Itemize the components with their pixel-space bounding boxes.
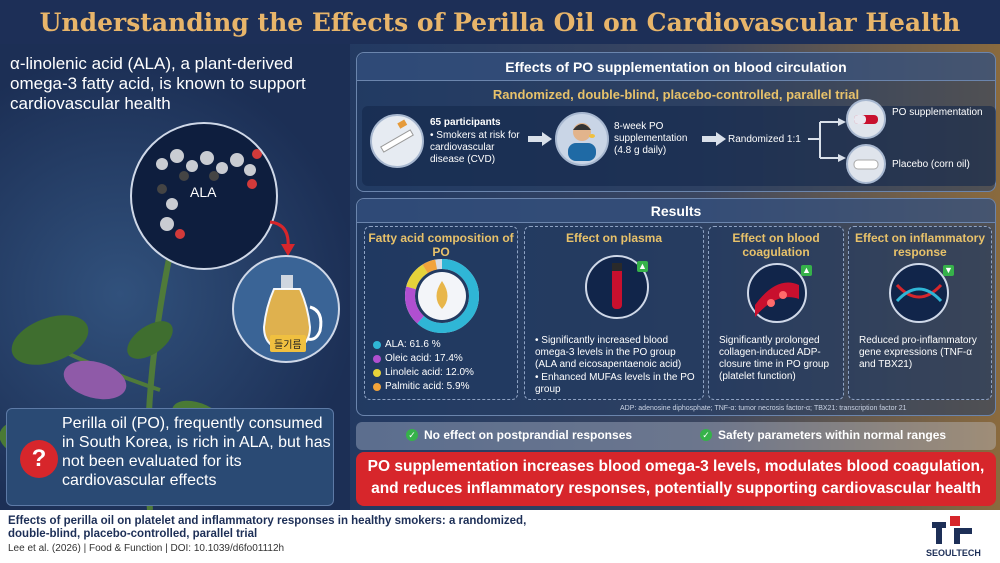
dna-icon bbox=[889, 263, 949, 323]
inflammatory-title: Effect on inflammatory response bbox=[854, 231, 986, 259]
donut-segment-0 bbox=[405, 259, 479, 333]
oil-bottle-icon bbox=[262, 275, 323, 351]
participants-title: 65 participants bbox=[430, 117, 501, 128]
duration-text: 8-week PO supplementation (4.8 g daily) bbox=[614, 121, 688, 156]
legend-palmitic-label: Palmitic acid: 5.9% bbox=[385, 381, 470, 392]
plasma-title: Effect on plasma bbox=[565, 231, 663, 245]
inflammatory-text: Reduced pro-inflammatory gene expression… bbox=[859, 335, 977, 370]
plasma-bullet-1: • Significantly increased blood omega-3 … bbox=[535, 335, 682, 370]
ala-label: ALA bbox=[190, 184, 217, 200]
participants-detail: • Smokers at risk for cardiovascular dis… bbox=[430, 130, 520, 165]
check-icon: ✓ bbox=[406, 429, 418, 441]
logo-text: SEOULTECH bbox=[926, 548, 981, 558]
results-heading: Results bbox=[650, 202, 702, 219]
arm-po-text: PO supplementation bbox=[892, 107, 983, 118]
conclusion-banner: PO supplementation increases blood omega… bbox=[356, 452, 996, 506]
reference-title: Effects of perilla oil on platelet and i… bbox=[8, 515, 527, 540]
po-capsule-icon bbox=[846, 99, 886, 139]
plasma-bullet-2: • Enhanced MUFAs levels in the PO group bbox=[535, 372, 695, 395]
person-supplement-icon bbox=[555, 112, 609, 166]
coagulation-text: Significantly prolonged collagen-induced… bbox=[719, 335, 830, 382]
red-arrow-icon bbox=[269, 220, 295, 256]
fatty-acid-column: Fatty acid composition of PO ALA: 61.6 %… bbox=[364, 226, 518, 400]
legend-palmitic: Palmitic acid: 5.9% bbox=[373, 381, 469, 392]
question-icon: ? bbox=[20, 440, 58, 478]
ala-dot bbox=[373, 340, 381, 349]
results-footnote: ADP: adenosine diphosphate; TNF-α: tumor… bbox=[620, 405, 907, 412]
legend-ala: ALA: 61.6 % bbox=[373, 339, 441, 350]
blood-vessel-icon bbox=[747, 263, 807, 323]
legend-ala-label: ALA: 61.6 % bbox=[385, 339, 441, 350]
palmitic-dot bbox=[373, 382, 381, 391]
arm-placebo-text: Placebo (corn oil) bbox=[892, 159, 970, 170]
oil-drop-icon bbox=[436, 281, 448, 309]
arrow-right-icon bbox=[528, 132, 552, 146]
branch-arrows-icon bbox=[808, 118, 846, 162]
plasma-column: Effect on plasma ▲ • Significantly incre… bbox=[524, 226, 704, 400]
increase-icon: ▲ bbox=[801, 265, 812, 276]
perilla-oil-bottle-circle: 들기름 bbox=[232, 255, 340, 363]
intro-text: α-linolenic acid (ALA), a plant-derived … bbox=[10, 54, 306, 113]
check-icon: ✓ bbox=[700, 429, 712, 441]
linoleic-dot bbox=[373, 368, 381, 377]
fatty-acid-donut bbox=[405, 259, 479, 333]
seoultech-logo-icon bbox=[932, 516, 972, 544]
title-bar: Understanding the Effects of Perilla Oil… bbox=[0, 0, 1000, 44]
arrow-right-icon bbox=[702, 132, 726, 146]
check-item-1: No effect on postprandial responses bbox=[424, 428, 633, 442]
trial-heading-bar: Effects of PO supplementation on blood c… bbox=[357, 53, 995, 81]
coagulation-column: Effect on blood coagulation ▲ Significan… bbox=[708, 226, 844, 400]
trial-heading: Effects of PO supplementation on blood c… bbox=[505, 58, 847, 75]
cigarette-icon bbox=[370, 114, 424, 168]
donut-segment-1 bbox=[405, 259, 479, 333]
legend-oleic: Oleic acid: 17.4% bbox=[373, 353, 463, 364]
coagulation-title: Effect on blood coagulation bbox=[732, 231, 820, 259]
legend-linoleic: Linoleic acid: 12.0% bbox=[373, 367, 474, 378]
reference-citation: Lee et al. (2026) | Food & Function | DO… bbox=[8, 543, 285, 554]
checks-bar bbox=[356, 422, 996, 450]
fatty-acid-title: Fatty acid composition of PO bbox=[368, 231, 514, 259]
randomized-text: Randomized 1:1 bbox=[728, 134, 801, 145]
trial-subheading: Randomized, double-blind, placebo-contro… bbox=[492, 87, 860, 102]
legend-linoleic-label: Linoleic acid: 12.0% bbox=[385, 367, 474, 378]
question-box bbox=[6, 408, 334, 506]
increase-icon: ▲ bbox=[637, 261, 648, 272]
placebo-capsule-icon bbox=[846, 144, 886, 184]
decrease-icon: ▼ bbox=[943, 265, 954, 276]
oleic-dot bbox=[373, 354, 381, 363]
page-title: Understanding the Effects of Perilla Oil… bbox=[39, 7, 961, 37]
ala-molecule-circle: ALA bbox=[130, 122, 278, 270]
legend-oleic-label: Oleic acid: 17.4% bbox=[385, 353, 463, 364]
oil-bottle-label: 들기름 bbox=[270, 335, 306, 352]
check-item-2: Safety parameters within normal ranges bbox=[718, 428, 947, 442]
trial-flow bbox=[362, 106, 996, 186]
question-text: Perilla oil (PO), frequently consumed in… bbox=[62, 415, 331, 489]
molecule-icon bbox=[156, 149, 262, 239]
footer bbox=[0, 510, 1000, 563]
inflammatory-column: Effect on inflammatory response ▼ Reduce… bbox=[848, 226, 992, 400]
results-heading-bar: Results bbox=[357, 199, 995, 223]
